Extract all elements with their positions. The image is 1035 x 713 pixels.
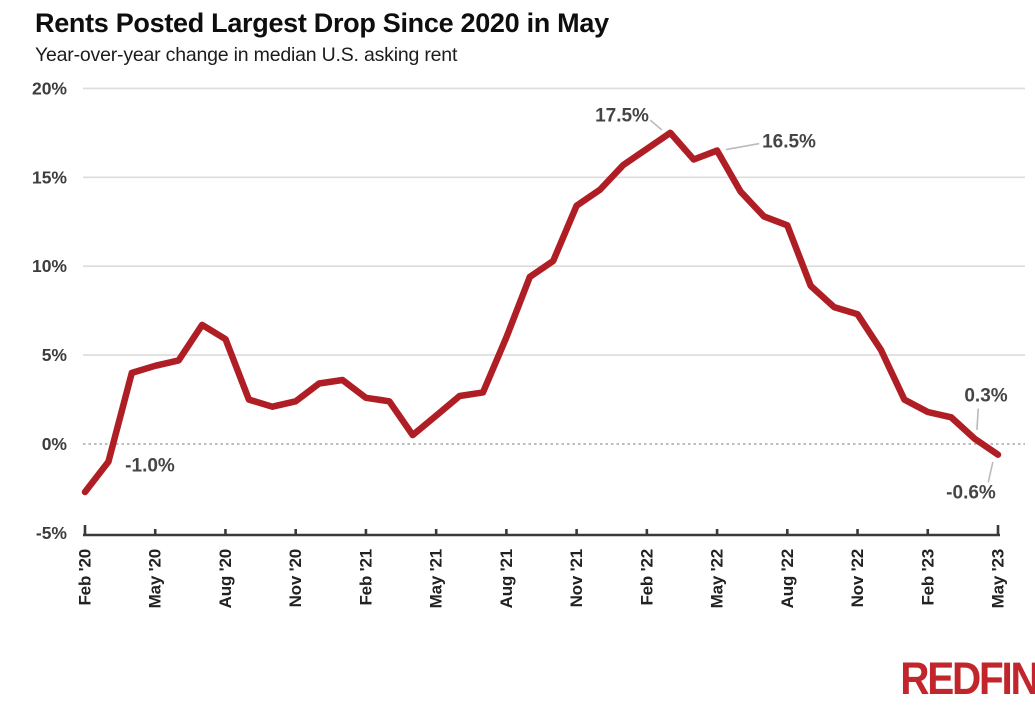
x-axis-tick-label: Feb '22 <box>637 549 656 606</box>
annotation-leader-line <box>987 461 994 483</box>
annotation-value-label: 0.3% <box>964 386 1007 407</box>
x-axis-tick-label: Nov '22 <box>848 549 867 607</box>
annotation-leader-line <box>649 119 663 131</box>
x-axis-tick-label: Aug '20 <box>216 549 235 608</box>
x-axis-tick-label: May '20 <box>146 549 165 608</box>
annotation-value-label: -0.6% <box>946 483 996 504</box>
x-axis-tick-label: Aug '22 <box>778 549 797 608</box>
rent-yoy-line <box>81 129 1002 496</box>
annotation-value-label: 17.5% <box>595 106 649 127</box>
y-axis-tick-label: 10% <box>32 256 67 276</box>
annotation-value-label: 16.5% <box>762 132 816 153</box>
chart-title: Rents Posted Largest Drop Since 2020 in … <box>35 8 609 38</box>
y-axis-tick-label: -5% <box>36 523 68 543</box>
y-axis-tick-label: 15% <box>32 167 67 187</box>
x-axis-tick-label: Feb '21 <box>356 549 375 606</box>
x-axis-tick-label: May '23 <box>989 549 1008 608</box>
x-axis-tick-label: Feb '23 <box>918 549 937 606</box>
annotation-leader-line <box>976 408 980 431</box>
x-axis-tick-label: Nov '20 <box>286 549 305 607</box>
x-axis-tick-label: Feb '20 <box>76 549 95 606</box>
x-axis-tick-label: May '21 <box>427 549 446 608</box>
annotation-value-label: -1.0% <box>125 456 175 477</box>
y-axis-tick-label: 20% <box>32 78 67 98</box>
redfin-logo: REDFIN <box>899 653 1035 704</box>
x-axis-tick-label: Aug '21 <box>497 549 516 608</box>
y-axis-tick-label: 5% <box>42 345 68 365</box>
y-axis-tick-label: 0% <box>42 434 68 454</box>
chart-subtitle: Year-over-year change in median U.S. ask… <box>35 44 458 66</box>
x-axis-tick-label: Nov '21 <box>567 549 586 607</box>
annotation-leader-line <box>725 142 760 151</box>
x-axis-tick-label: May '22 <box>708 549 727 608</box>
